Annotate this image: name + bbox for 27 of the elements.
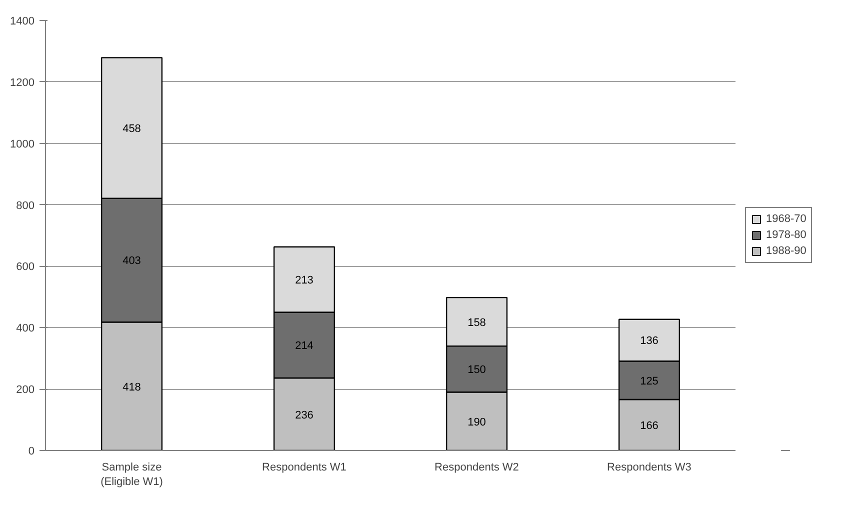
- data-label: 125: [640, 375, 658, 388]
- data-label: 403: [122, 255, 141, 268]
- legend-label: 1968-70: [766, 213, 806, 225]
- data-label: 458: [122, 123, 141, 135]
- data-label: 166: [640, 420, 658, 432]
- y-tick-label: 200: [16, 384, 35, 396]
- data-label: 150: [468, 364, 486, 376]
- x-tick-label: Respondents W1: [262, 462, 346, 474]
- y-tick-label: 800: [16, 200, 35, 212]
- y-tick-label: 1400: [10, 16, 35, 28]
- x-tick-label: Respondents W2: [434, 462, 519, 474]
- y-tick-label: 600: [16, 261, 35, 274]
- data-label: 236: [295, 409, 314, 422]
- x-tick-label: Sample size (Eligible W1): [100, 462, 163, 488]
- data-label: 418: [122, 381, 141, 394]
- legend-label: 1978-80: [766, 229, 806, 241]
- data-label: 136: [640, 335, 658, 348]
- data-label: 213: [295, 274, 314, 287]
- y-tick-label: 0: [28, 446, 35, 458]
- data-label: 190: [468, 416, 486, 428]
- y-tick-label: 1200: [10, 76, 35, 89]
- y-tick-label: 400: [16, 322, 35, 335]
- legend-label: 1988-90: [766, 245, 806, 257]
- x-tick-label: Respondents W3: [607, 462, 692, 474]
- y-tick-label: 1000: [10, 138, 35, 150]
- data-label: 214: [295, 340, 314, 352]
- data-label: 158: [468, 316, 486, 329]
